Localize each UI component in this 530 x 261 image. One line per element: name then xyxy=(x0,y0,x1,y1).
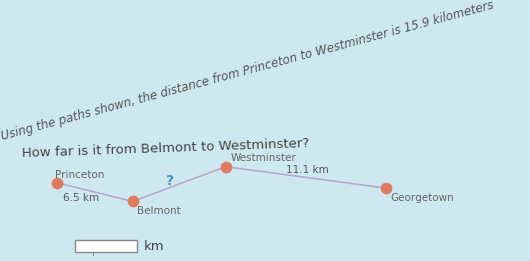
Text: Using the paths shown, the distance from Princeton to Westminster is 15.9 kilome: Using the paths shown, the distance from… xyxy=(0,0,495,143)
Text: Westminster: Westminster xyxy=(230,153,296,163)
Text: km: km xyxy=(144,240,164,253)
Text: ?: ? xyxy=(166,174,174,188)
Text: 6.5 km: 6.5 km xyxy=(64,193,100,203)
Text: Georgetown: Georgetown xyxy=(390,193,454,203)
Point xyxy=(128,199,137,204)
Point xyxy=(381,186,390,190)
Text: How far is it from Belmont to Westminster?: How far is it from Belmont to Westminste… xyxy=(22,137,310,160)
Text: Princeton: Princeton xyxy=(55,170,104,180)
Point xyxy=(222,165,230,169)
FancyBboxPatch shape xyxy=(75,240,137,252)
Text: 11.1 km: 11.1 km xyxy=(287,165,329,175)
Point xyxy=(53,181,61,185)
Text: Belmont: Belmont xyxy=(137,206,181,216)
